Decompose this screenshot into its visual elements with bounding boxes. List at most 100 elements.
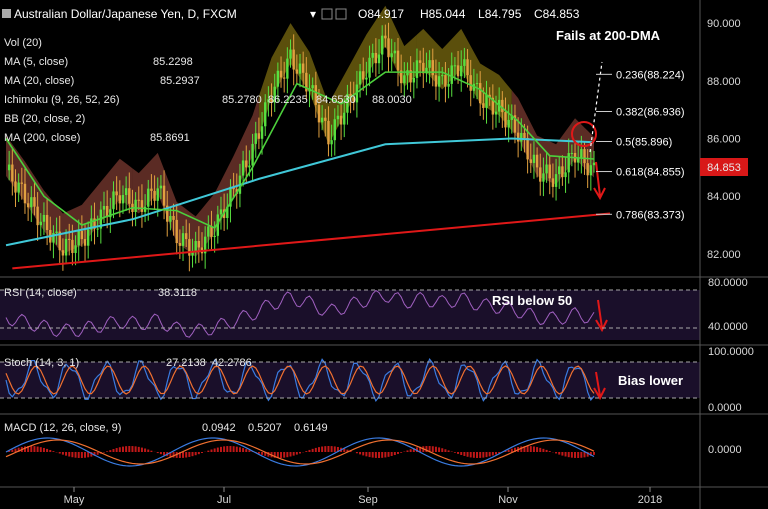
candle-body <box>289 49 292 59</box>
candle-body <box>11 164 14 182</box>
macd-value-2: 0.5207 <box>248 422 282 434</box>
candle-body <box>213 235 216 238</box>
down-arrow-price <box>593 161 606 201</box>
candle-body <box>197 240 201 248</box>
candle-body <box>592 162 596 166</box>
macd-hist-bar <box>368 452 371 458</box>
macd-hist-bar <box>482 452 485 458</box>
candle-body <box>45 214 49 231</box>
macd-hist-bar <box>289 452 292 457</box>
candle-body <box>425 67 428 74</box>
candle-body <box>226 206 229 219</box>
ma-lines <box>5 61 611 401</box>
macd-hist-bar <box>61 452 64 455</box>
candle-body <box>260 126 264 139</box>
candle-body <box>137 199 140 201</box>
candle-body <box>20 182 24 184</box>
macd-hist-bar <box>197 452 200 455</box>
candle-body <box>431 60 434 76</box>
macd-hist-bar <box>349 450 352 452</box>
macd-hist-bar <box>390 452 393 457</box>
macd-hist-bar <box>84 452 87 458</box>
candle-body <box>191 250 194 256</box>
candle-body <box>466 59 469 76</box>
macd-hist-bar <box>163 452 166 456</box>
candle-body <box>207 226 210 237</box>
macd-hist-bar <box>583 452 586 458</box>
macd-hist-bar <box>178 452 181 458</box>
cloud-segment-4 <box>511 90 594 185</box>
candle-body <box>314 85 318 105</box>
candle-body <box>55 231 58 233</box>
macd-hist-bar <box>292 452 295 456</box>
macd-hist-bar <box>495 452 497 455</box>
macd-hist-bar <box>491 452 494 456</box>
annotation-fails: Fails at 200-DMA <box>556 28 661 43</box>
macd-hist-bar <box>159 452 162 455</box>
candle-body <box>507 119 510 128</box>
stoch-k-line <box>5 357 595 402</box>
candle-body <box>184 233 188 240</box>
format-icon[interactable] <box>335 8 347 20</box>
macd-hist-bar <box>191 452 194 457</box>
candle-body <box>358 71 362 85</box>
candle-body <box>267 99 270 103</box>
y-axis: 82.000 84.000 86.000 88.000 90.000 <box>707 18 741 261</box>
candle-body <box>298 63 302 74</box>
macd-hist-bar <box>261 452 264 455</box>
candle-body <box>456 65 460 77</box>
candle-body <box>279 70 283 78</box>
candle-body <box>140 200 144 212</box>
dropdown-icon[interactable]: ▾ <box>310 7 316 21</box>
macd-hist-bar <box>371 452 374 458</box>
candle-body <box>17 182 20 193</box>
candle-body <box>71 239 74 254</box>
macd-hist-bar <box>397 452 399 454</box>
candle-body <box>374 52 378 64</box>
macd-hist-bar <box>150 450 153 452</box>
open-label: O <box>358 7 367 21</box>
high-value: 85.044 <box>429 7 466 21</box>
macd-hist-bar <box>112 449 115 452</box>
legend-ichimoku: Ichimoku (9, 26, 52, 26) <box>4 94 120 106</box>
macd-hist-bar <box>336 446 339 452</box>
candle-body <box>478 83 482 104</box>
candle-body <box>482 103 485 109</box>
macd-hist-bar <box>589 452 592 456</box>
candle-body <box>317 104 321 123</box>
macd-hist-bar <box>359 452 362 455</box>
macd-hist-bar <box>30 446 33 452</box>
legend-vol: Vol (20) <box>4 37 42 49</box>
macd-hist-bar <box>194 452 197 456</box>
highlight-circle <box>571 121 597 147</box>
macd-hist-bar <box>476 452 479 458</box>
candle-body <box>441 75 444 77</box>
y-tick-2: 86.000 <box>707 134 741 146</box>
rsi-tick-bottom: 40.0000 <box>708 321 748 333</box>
settings-icon[interactable] <box>321 8 333 20</box>
stoch-label: Stoch (14, 3, 1) <box>4 357 79 369</box>
legend-ichimoku-value-2: 86.2235 <box>268 94 308 106</box>
candle-body <box>586 163 589 176</box>
candle-body <box>64 238 68 256</box>
candle-body <box>39 221 42 226</box>
macd-hist-bar <box>305 451 308 452</box>
macd-hist-bar <box>321 446 324 452</box>
candle-body <box>219 209 223 215</box>
macd-hist-bar <box>412 448 415 452</box>
candle-body <box>399 70 403 84</box>
candle-body <box>412 77 416 83</box>
candle-body <box>175 219 178 244</box>
candle-body <box>403 75 406 84</box>
stoch-d-line <box>5 365 595 395</box>
macd-hist-bar <box>71 452 74 458</box>
rsi-line <box>5 289 595 338</box>
legend-ma200-value: 85.8691 <box>150 132 190 144</box>
candle-body <box>36 206 39 226</box>
macd-hist-bar <box>93 452 96 456</box>
candle-body <box>286 58 289 79</box>
macd-hist-bar <box>77 452 80 458</box>
candle-body <box>450 65 453 84</box>
macd-hist-bar <box>49 449 52 452</box>
candle-body <box>352 97 355 103</box>
